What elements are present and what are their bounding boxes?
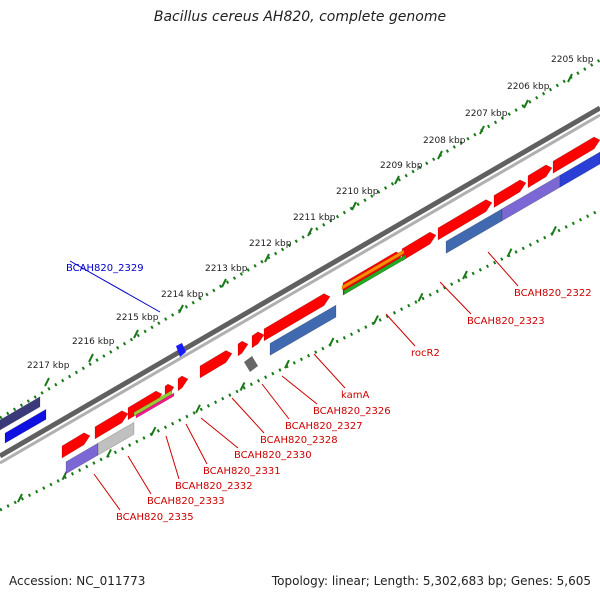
backbone-shadow: [0, 113, 600, 465]
forward-gene: [493, 179, 527, 209]
gene-label: BCAH820_2335: [116, 512, 194, 523]
ruler-tick-label: 2207 kbp: [465, 109, 508, 119]
map-title: Bacillus cereus AH820, complete genome: [153, 9, 447, 25]
ruler-tick-label: 2213 kbp: [205, 264, 248, 274]
ruler-tick: [307, 227, 313, 237]
topology-label: Topology: linear; Length: 5,302,683 bp; …: [271, 574, 591, 588]
lower-ruler-tick: [417, 292, 424, 302]
ruler-tick-label: 2215 kbp: [116, 313, 159, 323]
gene-label: BCAH820_2329: [66, 263, 144, 274]
gene-leader-line: [385, 313, 416, 347]
gene-label: BCAH820_2332: [175, 481, 253, 492]
ruler-tick: [479, 125, 485, 135]
gene-stripe-orange: [341, 249, 405, 291]
lower-ruler-tick: [284, 359, 290, 369]
gene-label: BCAH820_2326: [313, 406, 391, 417]
blue-arrow-icon: [176, 343, 186, 357]
reverse-gene: [559, 151, 600, 188]
ruler-tick: [264, 253, 270, 263]
gene-stripe-green: [343, 253, 407, 296]
gene-label: BCAH820_2331: [203, 466, 281, 477]
upper-ruler: [0, 58, 600, 420]
forward-gene: [401, 231, 437, 262]
gene-label: kamA: [341, 390, 369, 401]
gene-leader-line: [231, 397, 265, 434]
gene-label: BCAH820_2323: [467, 316, 545, 327]
ruler-tick: [221, 278, 227, 288]
accession-label: Accession: NC_011773: [9, 574, 146, 588]
lower-ruler-tick: [328, 337, 335, 347]
ruler-tick-label: 2214 kbp: [161, 290, 204, 300]
gene-leader-line: [487, 251, 519, 287]
lower-ruler-tick: [551, 225, 557, 235]
forward-gene: [199, 350, 233, 379]
lower-ruler-tick: [17, 493, 23, 503]
gene-leader-line: [281, 375, 318, 405]
backbone-line: [0, 105, 600, 459]
ruler-tick-label: 2209 kbp: [380, 161, 423, 171]
lower-ruler-tick: [506, 248, 513, 258]
ruler-tick-label: 2206 kbp: [507, 82, 550, 92]
lower-ruler-tick: [373, 315, 379, 325]
forward-gene: [552, 136, 600, 174]
lower-ruler-tick: [239, 382, 246, 391]
forward-gene: [263, 293, 331, 342]
lower-ruler-tick: [61, 471, 68, 481]
gene-leader-line: [127, 455, 152, 495]
ruler-tick: [351, 201, 357, 211]
gene-leader-line: [439, 281, 472, 315]
forward-gene: [251, 331, 265, 349]
gene-label: BCAH820_2328: [260, 435, 338, 446]
ruler-tick: [567, 73, 573, 83]
gene-leader-line: [93, 473, 121, 511]
ruler-tick: [178, 304, 184, 314]
forward-gene: [437, 199, 493, 241]
forward-gene: [237, 340, 249, 357]
lower-ruler-tick: [462, 270, 468, 280]
reverse-gene: [97, 421, 135, 456]
gene-label: BCAH820_2330: [234, 450, 312, 461]
forward-gene: [94, 410, 129, 440]
forward-gene: [527, 164, 553, 189]
ruler-tick: [394, 175, 400, 185]
lower-ruler-tick: [150, 426, 157, 436]
left-gene-dark: [0, 396, 41, 431]
gene-label: BCAH820_2327: [285, 421, 363, 432]
ruler-tick: [44, 377, 50, 387]
gene-label: BCAH820_2333: [147, 496, 225, 507]
ruler-tick-label: 2212 kbp: [249, 239, 292, 249]
ruler-tick-label: 2205 kbp: [551, 55, 594, 65]
gene-label: BCAH820_2322: [514, 288, 592, 299]
ruler-tick-label: 2210 kbp: [336, 187, 379, 197]
ruler-tick: [523, 99, 529, 109]
gene-leader-line: [200, 417, 239, 449]
gene-leader-line: [165, 435, 180, 480]
ruler-tick: [88, 353, 94, 363]
grey-block: [244, 356, 258, 372]
gene-label: rocR2: [411, 348, 440, 359]
forward-gene: [61, 432, 91, 459]
ruler-tick-label: 2216 kbp: [72, 337, 115, 347]
ruler-tick: [133, 329, 139, 339]
ruler-tick-label: 2211 kbp: [293, 213, 336, 223]
lower-ruler-tick: [106, 448, 112, 458]
forward-gene: [177, 375, 189, 392]
ruler-tick-label: 2217 kbp: [27, 361, 70, 371]
gene-leader-line: [69, 260, 161, 313]
gene-leader-line: [185, 423, 208, 465]
reverse-gene: [269, 304, 337, 356]
lower-ruler-tick: [195, 404, 201, 414]
ruler-tick-label: 2208 kbp: [423, 136, 466, 146]
left-gene-blue: [4, 408, 47, 444]
gene-leader-line: [313, 353, 346, 389]
ruler-tick: [437, 150, 443, 160]
gene-leader-line: [261, 383, 290, 420]
gene-stripe-pink: [135, 392, 175, 419]
